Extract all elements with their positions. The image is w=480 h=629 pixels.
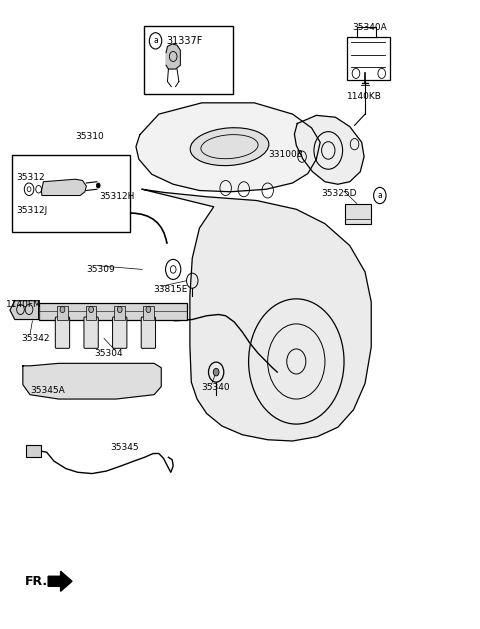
- Text: 1140FM: 1140FM: [6, 300, 42, 309]
- Circle shape: [213, 369, 219, 376]
- FancyBboxPatch shape: [348, 37, 390, 80]
- FancyBboxPatch shape: [86, 306, 96, 320]
- Polygon shape: [23, 364, 161, 399]
- Text: 33815E: 33815E: [153, 285, 188, 294]
- Text: a: a: [377, 191, 382, 200]
- Ellipse shape: [190, 128, 269, 165]
- Polygon shape: [41, 179, 86, 196]
- Text: 35340: 35340: [201, 383, 229, 392]
- FancyBboxPatch shape: [357, 27, 376, 37]
- FancyBboxPatch shape: [143, 306, 154, 320]
- FancyArrowPatch shape: [131, 213, 167, 243]
- Polygon shape: [48, 571, 72, 591]
- Text: 35325D: 35325D: [321, 189, 357, 198]
- Text: 35312: 35312: [17, 174, 45, 182]
- Circle shape: [146, 306, 151, 313]
- Polygon shape: [142, 189, 371, 441]
- FancyBboxPatch shape: [38, 303, 187, 320]
- Text: 35312J: 35312J: [17, 206, 48, 215]
- Text: 35342: 35342: [22, 334, 50, 343]
- Polygon shape: [136, 103, 320, 192]
- Text: 35304: 35304: [95, 349, 123, 358]
- Text: FR.: FR.: [25, 575, 48, 587]
- FancyBboxPatch shape: [26, 445, 40, 457]
- FancyBboxPatch shape: [55, 317, 70, 348]
- FancyBboxPatch shape: [144, 26, 233, 94]
- Text: 35345A: 35345A: [30, 386, 65, 396]
- Text: 1140KB: 1140KB: [348, 92, 382, 101]
- FancyBboxPatch shape: [57, 306, 68, 320]
- Text: 35309: 35309: [86, 265, 115, 274]
- Circle shape: [89, 306, 94, 313]
- Text: a: a: [153, 36, 158, 45]
- Circle shape: [117, 306, 122, 313]
- FancyBboxPatch shape: [115, 306, 125, 320]
- Text: 31337F: 31337F: [166, 36, 203, 46]
- Circle shape: [96, 183, 100, 188]
- FancyBboxPatch shape: [12, 155, 130, 232]
- FancyBboxPatch shape: [113, 317, 127, 348]
- FancyBboxPatch shape: [345, 204, 371, 224]
- Polygon shape: [166, 44, 180, 69]
- Text: 35312H: 35312H: [99, 192, 134, 201]
- FancyBboxPatch shape: [84, 317, 98, 348]
- Polygon shape: [294, 115, 364, 184]
- Text: 35340A: 35340A: [352, 23, 387, 32]
- Text: 35345: 35345: [110, 443, 139, 452]
- Polygon shape: [10, 301, 38, 320]
- Text: 35310: 35310: [75, 131, 104, 140]
- FancyBboxPatch shape: [141, 317, 156, 348]
- Text: 33100B: 33100B: [269, 150, 303, 159]
- Circle shape: [60, 306, 65, 313]
